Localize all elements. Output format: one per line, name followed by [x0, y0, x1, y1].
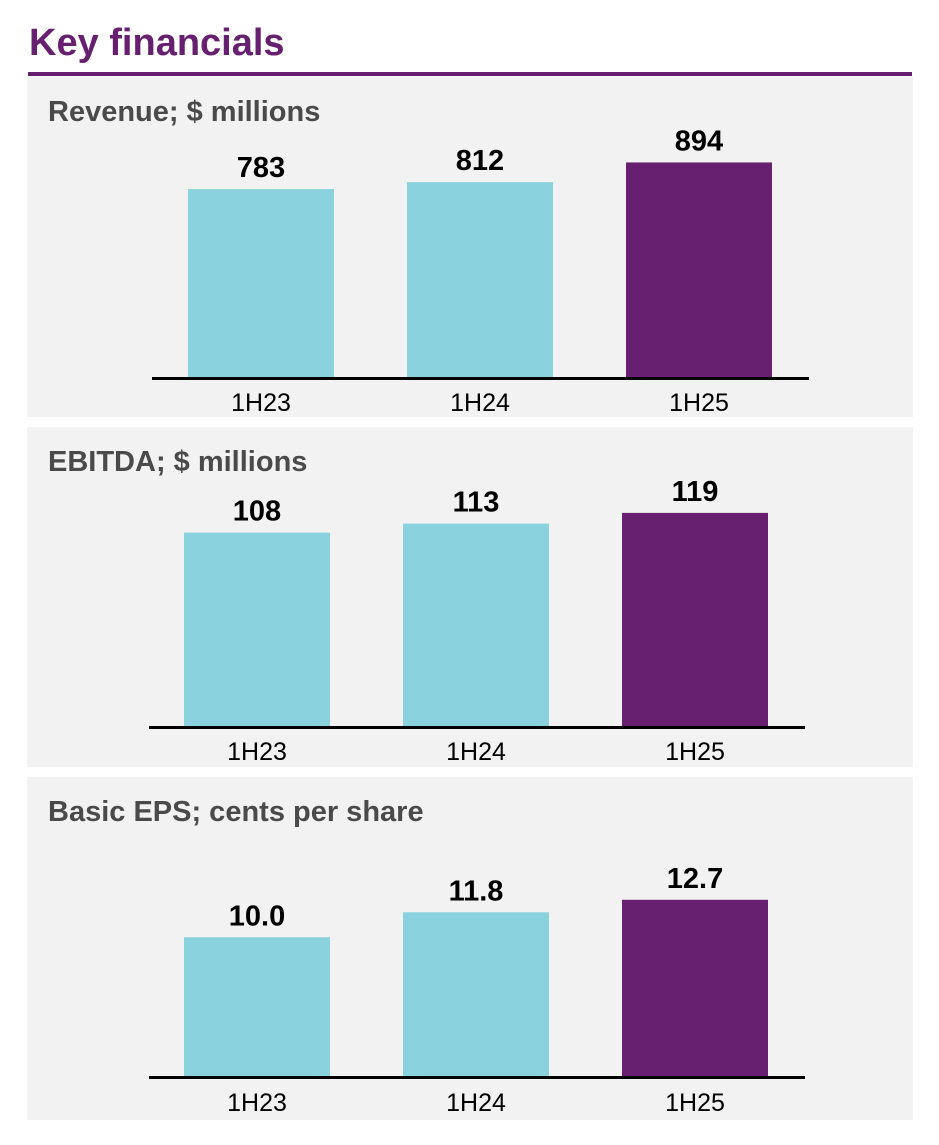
revenue-category-label: 1H25 [669, 389, 729, 417]
eps-category-label: 1H23 [227, 1089, 287, 1117]
ebitda-chart-panel: EBITDA; $ millions 108 1H23 113 1H24 119 1H25 [27, 427, 913, 767]
eps-bar-1h23 [184, 937, 330, 1076]
revenue-value-label: 783 [237, 152, 285, 184]
eps-bar-1h25 [622, 899, 768, 1076]
revenue-value-label: 894 [675, 125, 723, 157]
revenue-category-label: 1H23 [231, 389, 291, 417]
revenue-chart-title: Revenue; $ millions [48, 96, 321, 128]
revenue-category-label: 1H24 [450, 389, 510, 417]
revenue-chart: 783 1H23 812 1H24 894 1H25 [152, 125, 809, 417]
eps-category-label: 1H24 [446, 1089, 506, 1117]
ebitda-bar-1h23 [184, 532, 330, 726]
title-underline [28, 72, 912, 76]
eps-chart-panel: Basic EPS; cents per share 10.0 1H23 11.8 1… [27, 777, 913, 1120]
revenue-bar-1h23 [188, 189, 334, 377]
eps-value-label: 11.8 [449, 875, 504, 907]
revenue-bar-1h25 [626, 162, 772, 377]
ebitda-category-label: 1H24 [446, 738, 506, 766]
ebitda-chart-title: EBITDA; $ millions [48, 446, 308, 478]
eps-value-label: 10.0 [229, 900, 285, 932]
page-title: Key financials [29, 22, 285, 64]
ebitda-value-label: 113 [453, 487, 500, 519]
ebitda-bar-1h25 [622, 512, 768, 726]
ebitda-chart: 108 1H23 113 1H24 119 1H25 [149, 476, 805, 766]
ebitda-bar-1h24 [403, 523, 549, 726]
revenue-value-label: 812 [456, 145, 504, 177]
revenue-chart-panel: Revenue; $ millions 783 1H23 812 1H24 894 1H2… [27, 77, 913, 417]
revenue-bar-1h24 [407, 182, 553, 377]
ebitda-category-label: 1H25 [665, 738, 725, 766]
eps-bar-1h24 [403, 912, 549, 1076]
ebitda-value-label: 119 [672, 476, 719, 508]
eps-category-label: 1H25 [665, 1089, 725, 1117]
ebitda-value-label: 108 [233, 496, 281, 528]
eps-value-label: 12.7 [667, 863, 723, 895]
ebitda-category-label: 1H23 [227, 738, 287, 766]
eps-chart: 10.0 1H23 11.8 1H24 12.7 1H25 [149, 863, 805, 1117]
eps-chart-title: Basic EPS; cents per share [48, 796, 424, 828]
